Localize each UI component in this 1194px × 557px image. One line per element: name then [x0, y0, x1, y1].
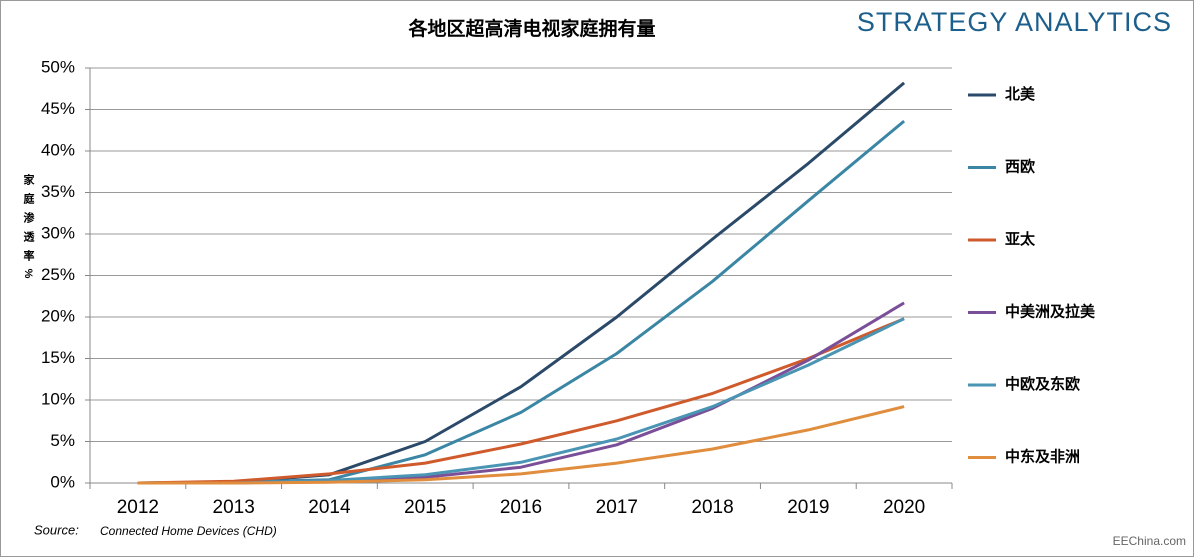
x-tick-label: 2020	[883, 497, 925, 518]
y-tick-label: 25%	[41, 265, 75, 284]
watermark: EEChina.com	[1113, 534, 1186, 548]
legend-label: 亚太	[1005, 230, 1036, 248]
chart-title: 各地区超高清电视家庭拥有量	[407, 17, 655, 40]
y-tick-label: 35%	[41, 182, 75, 201]
x-tick-label: 2015	[404, 497, 446, 518]
x-tick-label: 2012	[117, 497, 159, 518]
source-label: Source:	[34, 522, 79, 537]
legend-label: 西欧	[1005, 157, 1035, 175]
series-line	[137, 405, 905, 485]
x-tick-label: 2014	[308, 497, 351, 518]
source: Connected Home Devices (CHD)	[100, 524, 277, 538]
brand-logo: STRATEGY ANALYTICS	[857, 7, 1172, 37]
series-line	[137, 317, 905, 485]
y-tick-label: 40%	[41, 140, 75, 159]
y-tick-label: 15%	[41, 348, 75, 367]
legend-label: 中美洲及拉美	[1005, 302, 1096, 320]
legend-label: 北美	[1005, 85, 1036, 103]
y-tick-label: 5%	[50, 431, 75, 450]
x-tick-label: 2017	[596, 497, 638, 518]
y-tick-label: 30%	[41, 223, 75, 242]
legend-label: 中欧及东欧	[1005, 375, 1080, 393]
y-tick-label: 45%	[41, 99, 75, 118]
y-tick-label: 10%	[41, 389, 75, 408]
x-tick-label: 2013	[213, 497, 255, 518]
y-tick-label: 0%	[50, 472, 75, 491]
y-tick-label: 20%	[41, 306, 75, 325]
y-tick-label: 50%	[41, 57, 75, 76]
y-axis-label: 家庭渗透率%	[22, 172, 35, 286]
legend-label: 中东及非洲	[1005, 447, 1080, 465]
x-tick-label: 2019	[787, 497, 829, 518]
x-tick-label: 2018	[691, 497, 733, 518]
x-tick-label: 2016	[500, 497, 542, 518]
